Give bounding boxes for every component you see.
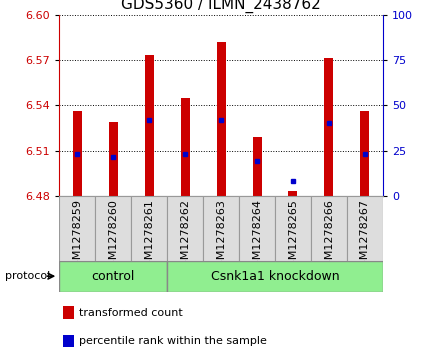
Text: GSM1278267: GSM1278267 <box>360 199 370 274</box>
Bar <box>167 196 203 261</box>
Bar <box>59 196 95 261</box>
Bar <box>95 196 131 261</box>
Bar <box>62 306 74 319</box>
Bar <box>311 196 347 261</box>
Bar <box>73 111 82 196</box>
Text: GSM1278262: GSM1278262 <box>180 199 190 274</box>
Bar <box>360 111 369 196</box>
Title: GDS5360 / ILMN_2438762: GDS5360 / ILMN_2438762 <box>121 0 321 13</box>
Bar <box>216 42 226 196</box>
Bar <box>59 261 167 292</box>
Bar <box>131 196 167 261</box>
Text: percentile rank within the sample: percentile rank within the sample <box>79 336 267 346</box>
Text: GSM1278264: GSM1278264 <box>252 199 262 274</box>
Bar <box>347 196 383 261</box>
Text: Csnk1a1 knockdown: Csnk1a1 knockdown <box>211 270 339 283</box>
Bar <box>109 122 118 196</box>
Text: GSM1278263: GSM1278263 <box>216 199 226 274</box>
Text: control: control <box>92 270 135 283</box>
Text: GSM1278259: GSM1278259 <box>72 199 82 274</box>
Text: GSM1278265: GSM1278265 <box>288 199 298 274</box>
Bar <box>275 196 311 261</box>
Bar <box>145 55 154 196</box>
Bar <box>253 137 261 196</box>
Text: transformed count: transformed count <box>79 308 183 318</box>
Text: GSM1278261: GSM1278261 <box>144 199 154 274</box>
Bar <box>239 196 275 261</box>
Text: GSM1278266: GSM1278266 <box>324 199 334 274</box>
Text: protocol: protocol <box>5 271 50 281</box>
Text: GSM1278260: GSM1278260 <box>108 199 118 274</box>
Bar <box>324 58 334 196</box>
Bar <box>167 261 383 292</box>
Bar <box>62 335 74 347</box>
Bar <box>289 192 297 196</box>
Bar <box>181 98 190 196</box>
Bar <box>203 196 239 261</box>
